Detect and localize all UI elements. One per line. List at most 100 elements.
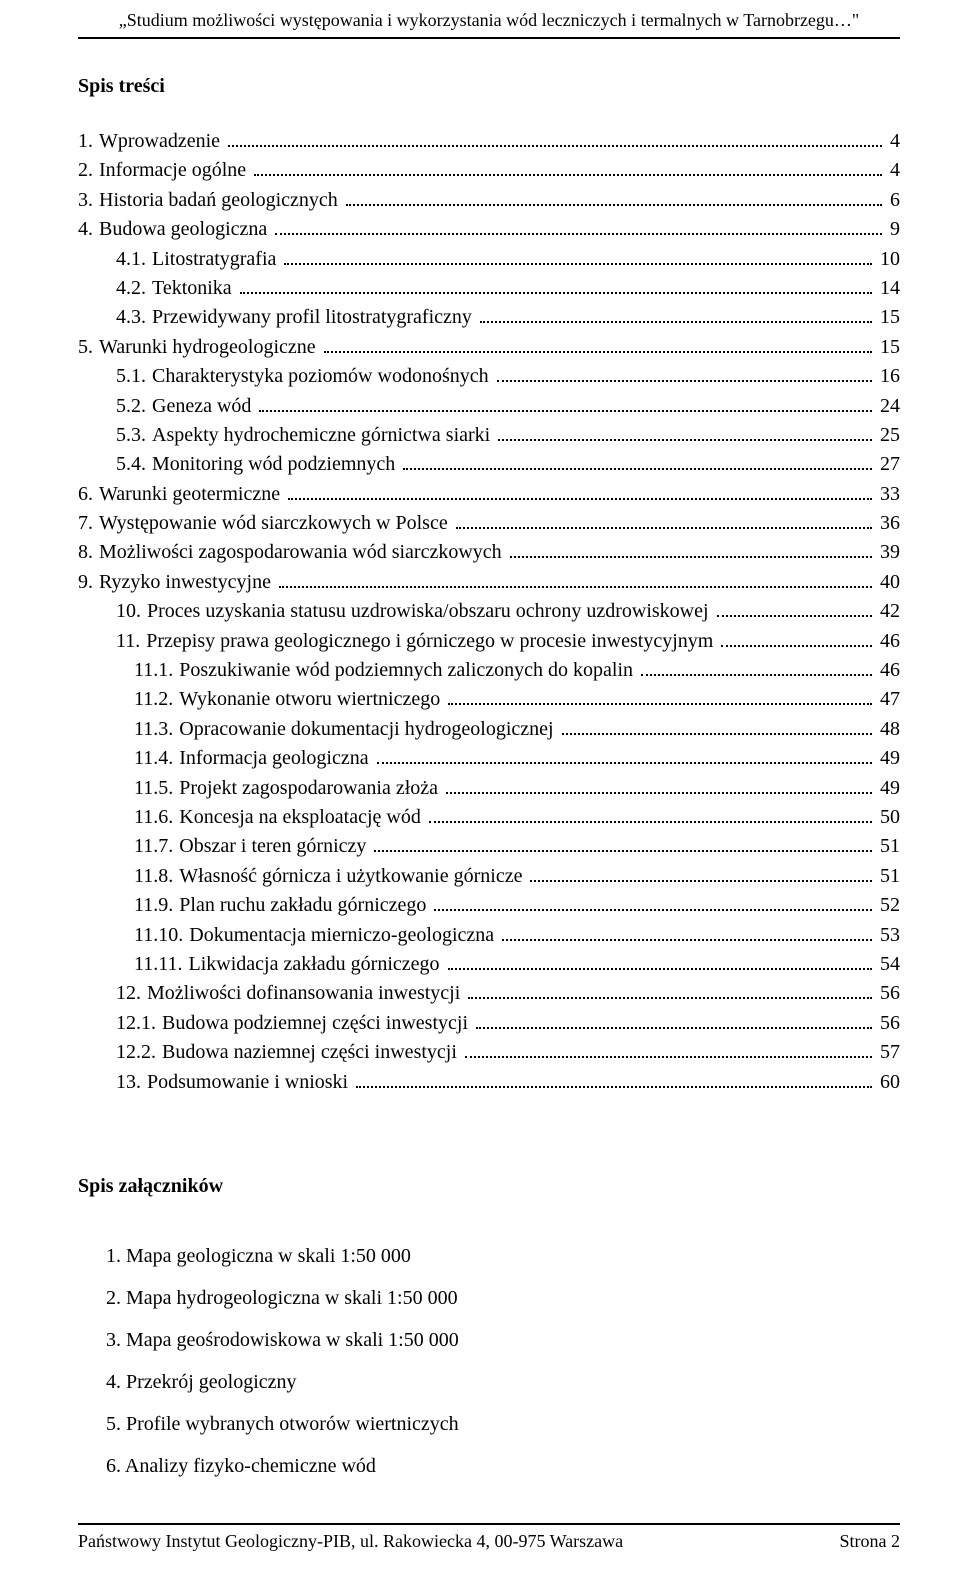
toc-title: Budowa podziemnej części inwestycji [162,1010,472,1036]
toc-leader [403,453,872,470]
toc-number: 11.1. [134,657,179,683]
toc-title: Aspekty hydrochemiczne górnictwa siarki [152,422,494,448]
toc-number: 3. [78,187,99,213]
toc-number: 2. [78,157,99,183]
toc-leader [429,806,872,823]
appendix-number: 2. [106,1287,121,1309]
toc-page: 53 [876,922,900,948]
toc-number: 11.6. [134,804,179,830]
toc-row: 12.2.Budowa naziemnej części inwestycji5… [78,1039,900,1065]
appendix-title: Profile wybranych otworów wiertniczych [126,1413,459,1435]
toc-title: Informacja geologiczna [179,745,372,771]
toc-title: Przewidywany profil litostratygraficzny [152,304,476,330]
toc-leader [502,924,872,941]
toc-page: 47 [876,686,900,712]
toc-row: 7.Występowanie wód siarczkowych w Polsce… [78,510,900,536]
toc-leader [434,894,872,911]
toc-title: Występowanie wód siarczkowych w Polsce [99,510,452,536]
toc-title: Dokumentacja mierniczo-geologiczna [189,922,498,948]
appendix-item: 2. Mapa hydrogeologiczna w skali 1:50 00… [106,1280,900,1316]
toc-leader [228,130,882,147]
toc-title: Podsumowanie i wnioski [147,1069,352,1095]
toc-page: 40 [876,569,900,595]
toc-row: 6.Warunki geotermiczne33 [78,481,900,507]
toc-page: 48 [876,716,900,742]
toc-row: 1.Wprowadzenie4 [78,128,900,154]
toc-leader [259,395,872,412]
toc-row: 11.7.Obszar i teren górniczy51 [78,833,900,859]
appendix-item: 1. Mapa geologiczna w skali 1:50 000 [106,1238,900,1274]
toc-number: 11.5. [134,775,179,801]
toc-number: 12.2. [116,1039,162,1065]
toc-page: 4 [886,128,900,154]
toc-leader [456,512,872,529]
toc-page: 52 [876,892,900,918]
toc-row: 5.2.Geneza wód24 [78,393,900,419]
toc-title: Geneza wód [152,393,255,419]
toc-leader [721,630,872,647]
toc-number: 11.4. [134,745,179,771]
appendix-number: 6. [106,1455,121,1477]
toc-number: 5. [78,334,99,360]
toc-row: 11.2.Wykonanie otworu wiertniczego 47 [78,686,900,712]
toc-leader [324,336,872,353]
toc-row: 2.Informacje ogólne4 [78,157,900,183]
toc-page: 49 [876,775,900,801]
toc-leader [717,600,872,617]
toc-title: Wykonanie otworu wiertniczego [179,686,444,712]
toc-row: 11.11.Likwidacja zakładu górniczego54 [78,951,900,977]
toc-leader [377,747,872,764]
toc-title: Charakterystyka poziomów wodonośnych [152,363,493,389]
toc-row: 12.Możliwości dofinansowania inwestycji5… [78,980,900,1006]
toc-row: 13.Podsumowanie i wnioski60 [78,1069,900,1095]
toc-row: 11.8.Własność górnicza i użytkowanie gór… [78,863,900,889]
toc-number: 11.2. [134,686,179,712]
toc-page: 56 [876,1010,900,1036]
toc-leader [476,1012,872,1029]
toc-page: 36 [876,510,900,536]
toc-page: 6 [886,187,900,213]
toc-leader [240,277,872,294]
toc-title: Likwidacja zakładu górniczego [189,951,444,977]
toc-number: 4. [78,216,99,242]
toc-number: 11.10. [134,922,189,948]
toc-page: 51 [876,833,900,859]
toc-page: 24 [876,393,900,419]
toc-leader [510,541,872,558]
appendix-heading: Spis załączników [78,1175,900,1198]
footer-left: Państwowy Instytut Geologiczny-PIB, ul. … [78,1531,623,1552]
toc-title: Poszukiwanie wód podziemnych zaliczonych… [179,657,637,683]
toc-leader [448,953,872,970]
toc-number: 4.3. [116,304,152,330]
toc-leader [279,571,872,588]
appendix-title: Analizy fizyko-chemiczne wód [125,1455,376,1477]
toc-row: 11.3.Opracowanie dokumentacji hydrogeolo… [78,716,900,742]
toc-page: 14 [876,275,900,301]
toc-leader [284,248,872,265]
toc-row: 4.Budowa geologiczna9 [78,216,900,242]
toc-number: 5.3. [116,422,152,448]
appendix-number: 3. [106,1329,121,1351]
toc-row: 11.6.Koncesja na eksploatację wód50 [78,804,900,830]
toc-page: 10 [876,246,900,272]
appendix-number: 4. [106,1371,121,1393]
toc-title: Warunki hydrogeologiczne [99,334,320,360]
toc-leader [562,718,872,735]
toc-row: 10.Proces uzyskania statusu uzdrowiska/o… [78,598,900,624]
toc-number: 11.7. [134,833,179,859]
toc-row: 4.2.Tektonika14 [78,275,900,301]
toc-heading: Spis treści [78,75,900,98]
toc-number: 13. [116,1069,147,1095]
toc-number: 10. [116,598,147,624]
toc-leader [448,688,872,705]
toc-title: Plan ruchu zakładu górniczego [179,892,430,918]
toc-page: 54 [876,951,900,977]
toc-page: 50 [876,804,900,830]
toc-number: 11.9. [134,892,179,918]
toc-row: 9.Ryzyko inwestycyjne40 [78,569,900,595]
toc-page: 4 [886,157,900,183]
toc-title: Przepisy prawa geologicznego i górniczeg… [146,628,717,654]
toc-page: 15 [876,334,900,360]
toc-title: Proces uzyskania statusu uzdrowiska/obsz… [147,598,713,624]
toc-row: 11.1.Poszukiwanie wód podziemnych zalicz… [78,657,900,683]
